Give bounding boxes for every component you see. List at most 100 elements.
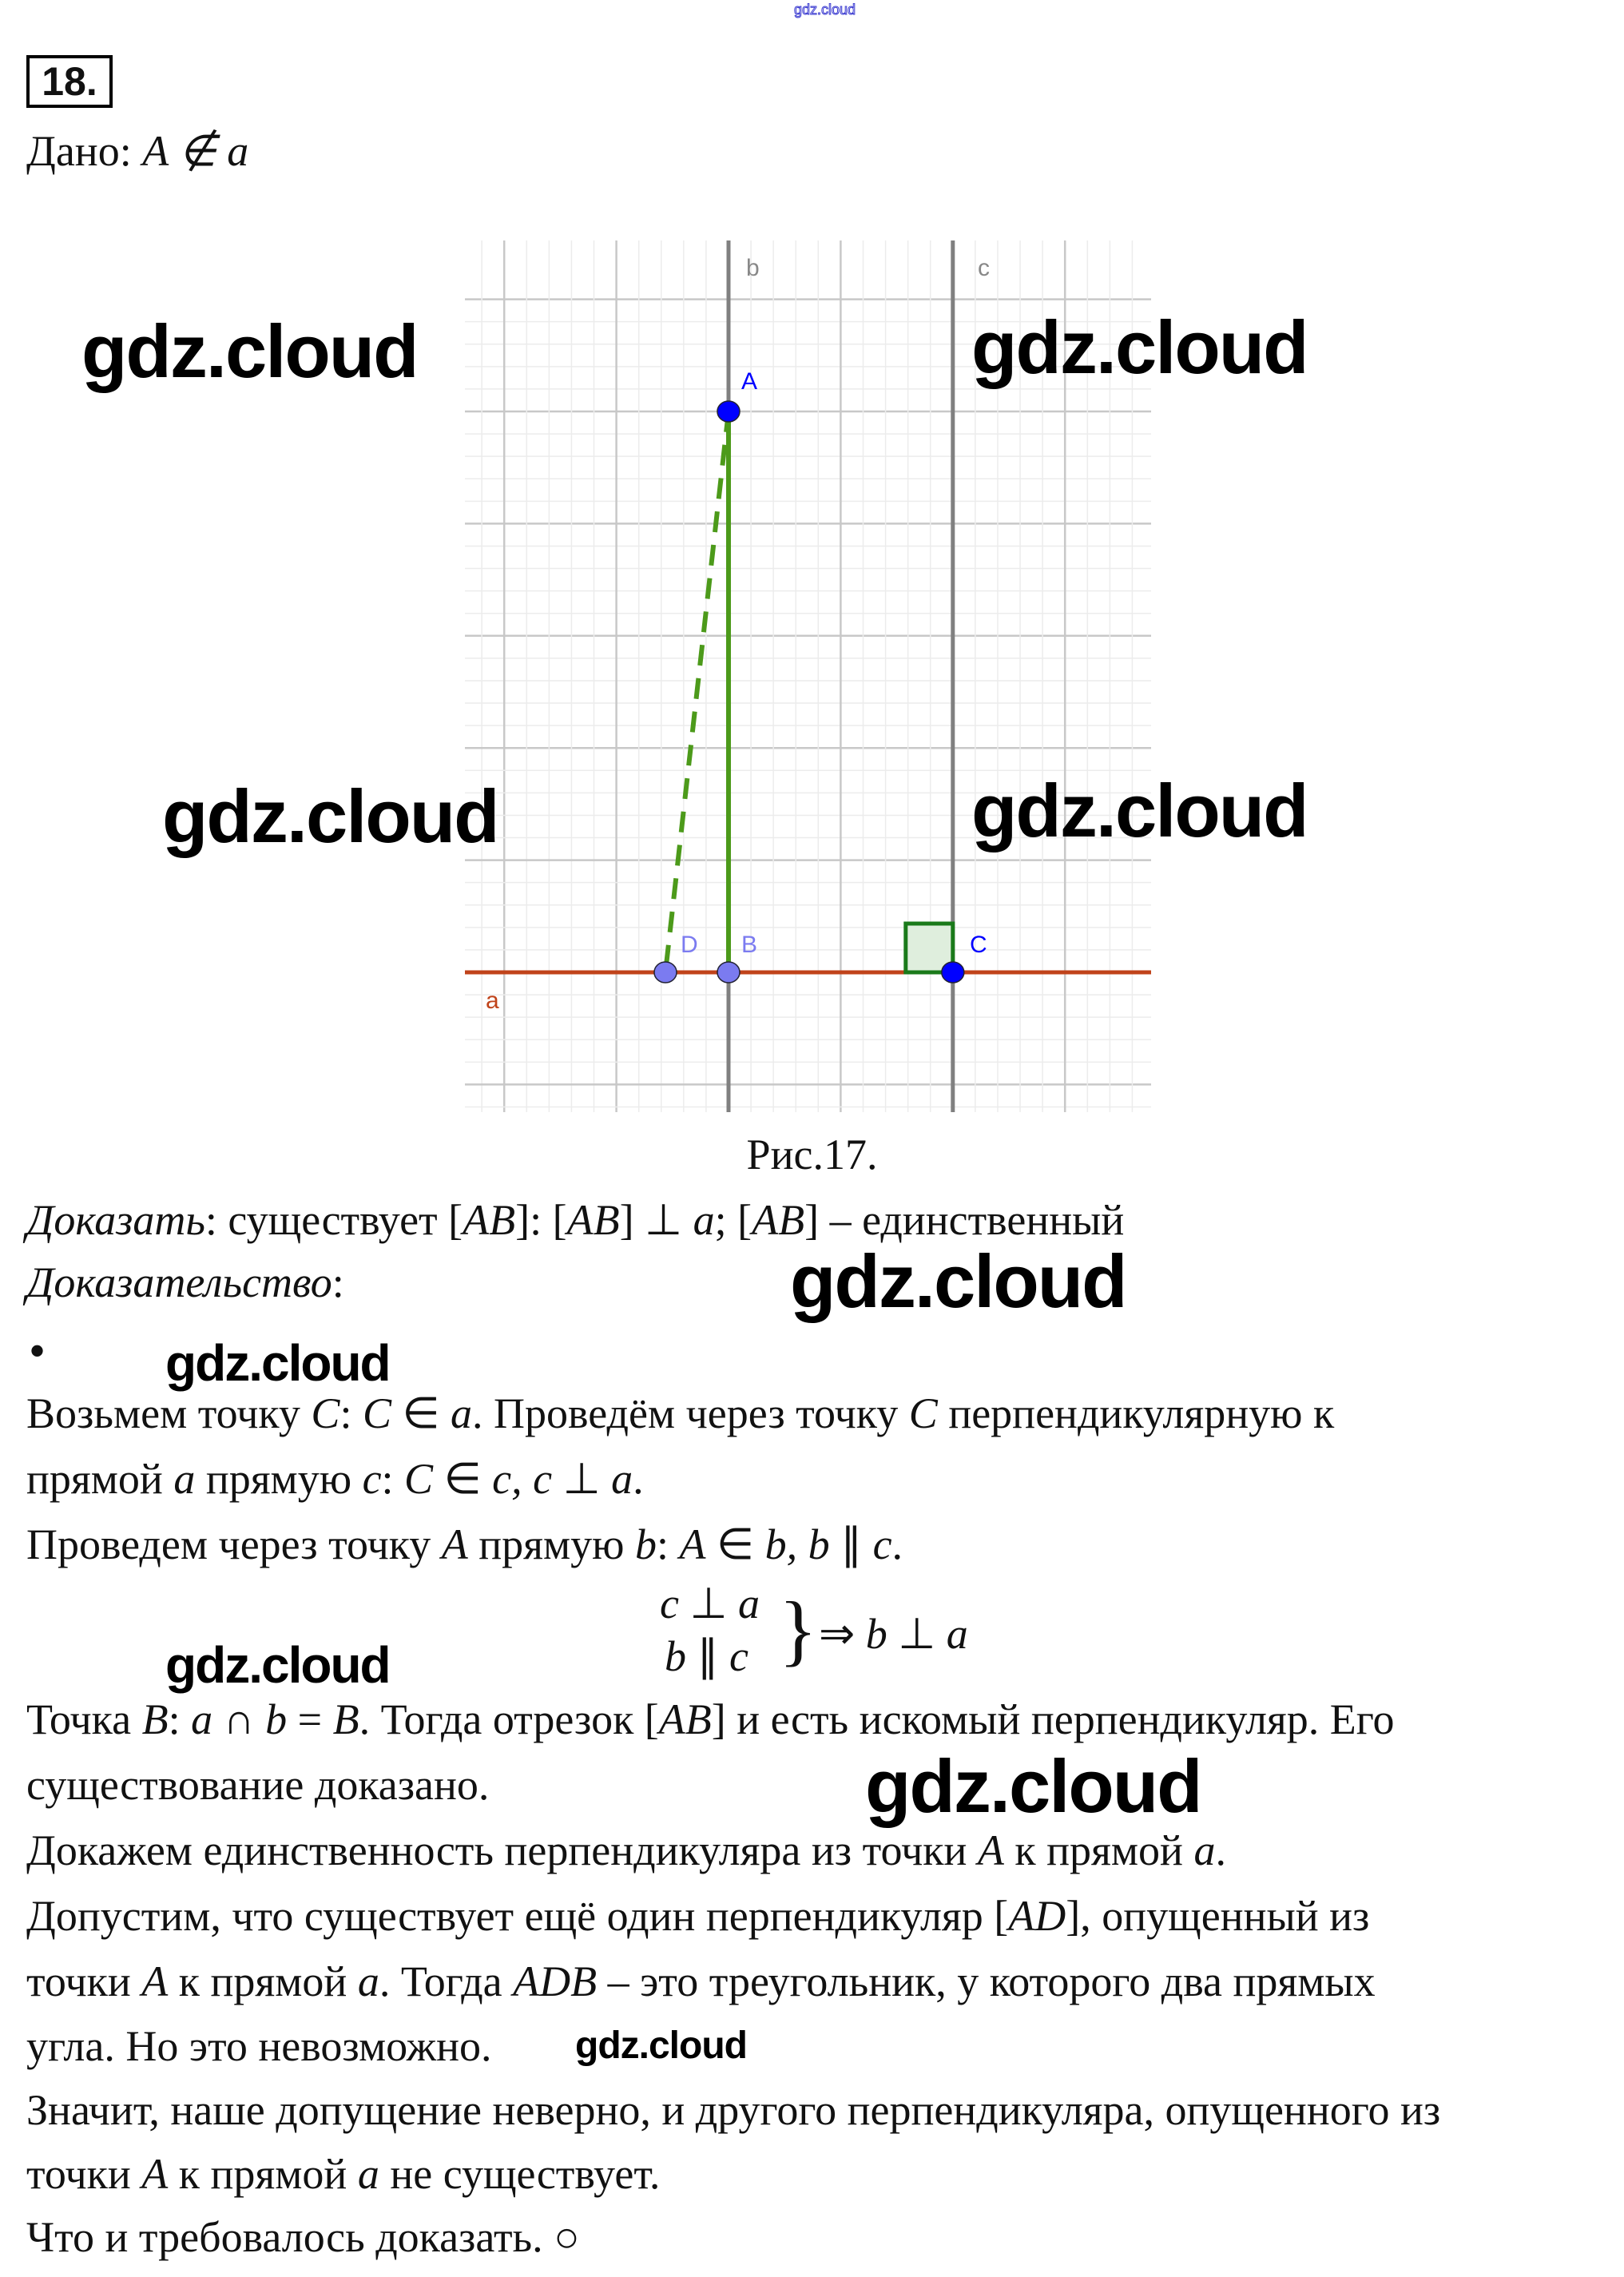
proof-line: Точка B: a ∩ b = B. Тогда отрезок [AB] и… <box>26 1698 1395 1741</box>
math-text: AB <box>752 1196 805 1244</box>
math-text: a <box>1193 1826 1216 1874</box>
text-segment: прямую <box>467 1520 635 1568</box>
segment-AD-dashed <box>663 411 731 973</box>
math-text: a <box>738 1580 760 1627</box>
text-segment: ⇒ <box>819 1610 866 1658</box>
math-text: A ∉ a <box>142 127 249 175</box>
text-segment: ; [ <box>714 1196 752 1244</box>
text-segment: Что и требовалось доказать. ○ <box>26 2213 580 2261</box>
text-segment: точки <box>26 1957 142 2005</box>
text-segment: = <box>287 1695 333 1743</box>
text-segment: перпендикулярную к <box>937 1389 1335 1437</box>
proof-line: Возьмем точку C: C ∈ a. Проведём через т… <box>26 1392 1334 1435</box>
figure-caption: Рис.17. <box>746 1131 878 1178</box>
math-text: AB <box>566 1196 620 1244</box>
math-text: A <box>141 1957 169 2005</box>
math-text: c <box>362 1455 382 1503</box>
math-text: b <box>265 1695 288 1743</box>
text-segment: ] ⊥ <box>619 1196 693 1244</box>
label-c: c <box>978 255 990 281</box>
text-segment: : <box>168 1695 192 1743</box>
math-text: C <box>362 1389 391 1437</box>
text-segment: Точка <box>26 1695 142 1743</box>
proof-line: точки A к прямой a. Тогда ADB – это треу… <box>26 1960 1376 2003</box>
watermark: gdz.cloud <box>165 1334 391 1392</box>
math-text: Доказать <box>26 1196 205 1244</box>
label-b: b <box>746 255 760 281</box>
text-segment: : <box>657 1520 680 1568</box>
math-text: Доказательство <box>26 1258 332 1306</box>
text-segment: ⊥ <box>678 1580 739 1627</box>
point-D <box>653 961 677 984</box>
watermark: gdz.cloud <box>162 774 500 858</box>
math-text: a <box>693 1196 715 1244</box>
text-segment: Проведем через точку <box>26 1520 442 1568</box>
text-segment: прямой <box>26 1455 174 1503</box>
math-text: A <box>977 1826 1004 1874</box>
math-text: a <box>611 1455 633 1503</box>
text-segment: . Тогда <box>379 1957 514 2005</box>
proof-line: точки A к прямой a не существует. <box>26 2152 660 2196</box>
text-segment: ∩ <box>212 1695 266 1743</box>
math-text: c, c <box>492 1455 553 1503</box>
text-segment: Докажем единственность перпендикуляра из… <box>26 1826 978 1874</box>
text-segment: : <box>339 1389 363 1437</box>
math-text: b <box>865 1610 887 1658</box>
math-text: AB <box>658 1695 712 1743</box>
proof-line: Проведем через точку A прямую b: A ∈ b, … <box>26 1523 903 1566</box>
watermark: gdz.cloud <box>790 1239 1128 1323</box>
given-line: Дано: A ∉ a <box>26 129 248 173</box>
text-segment: ⊥ <box>552 1455 612 1503</box>
text-segment: ∈ <box>705 1520 765 1568</box>
system-row-2: b ∥ c <box>665 1635 748 1678</box>
text-segment: : существует [ <box>204 1196 463 1244</box>
math-text: a <box>451 1389 473 1437</box>
text-segment: к прямой <box>168 1957 358 2005</box>
text-segment: Возьмем точку <box>26 1389 312 1437</box>
math-text: b <box>665 1632 686 1680</box>
problem-number: 18. <box>26 55 113 108</box>
text-segment: точки <box>26 2150 142 2198</box>
watermark: gdz.cloud <box>165 1636 391 1694</box>
proof-line: Допустим, что существует ещё один перпен… <box>26 1894 1369 1937</box>
text-segment: . <box>633 1455 644 1503</box>
watermark: gdz.cloud <box>971 769 1309 852</box>
to-prove-line: Доказать: существует [AB]: [AB] ⊥ a; [AB… <box>26 1198 1124 1242</box>
math-text: a <box>191 1695 213 1743</box>
math-text: a <box>357 1957 379 2005</box>
text-segment: ⊥ <box>887 1610 947 1658</box>
math-text: c <box>729 1632 748 1680</box>
text-segment: к прямой <box>1003 1826 1194 1874</box>
label-C: C <box>970 932 987 958</box>
text-segment: существование доказано. <box>26 1761 490 1809</box>
text-segment: ∈ <box>433 1455 493 1503</box>
math-text: c <box>872 1520 892 1568</box>
point-C <box>941 961 965 984</box>
math-text: C <box>404 1455 434 1503</box>
text-segment: ∥ <box>686 1632 729 1680</box>
math-text: a <box>357 2150 379 2198</box>
proof-label: Доказательство: <box>26 1261 344 1304</box>
system-result: ⇒ b ⊥ a <box>819 1612 968 1655</box>
system-row-1: c ⊥ a <box>660 1582 760 1625</box>
math-text: b <box>635 1520 657 1568</box>
text-segment: прямую <box>195 1455 363 1503</box>
text-segment: . Проведём через точку <box>472 1389 909 1437</box>
text-segment: ∥ <box>829 1520 873 1568</box>
text-segment: ], опущенный из <box>1066 1892 1370 1940</box>
text-segment: . <box>1215 1826 1226 1874</box>
math-text: C <box>908 1389 938 1437</box>
proof-line: прямой a прямую c: C ∈ c, c ⊥ a. <box>26 1457 644 1500</box>
text-segment: ] и есть искомый перпендикуляр. Его <box>711 1695 1395 1743</box>
math-text: B <box>332 1695 359 1743</box>
text-segment: к прямой <box>168 2150 358 2198</box>
watermark: gdz.cloud <box>575 2025 748 2067</box>
label-A: A <box>741 368 757 395</box>
math-text: A <box>679 1520 706 1568</box>
point-B <box>717 961 741 984</box>
watermark: gdz.cloud <box>81 309 419 393</box>
text-segment: ∈ <box>391 1389 451 1437</box>
text-segment: . <box>891 1520 903 1568</box>
proof-line: Докажем единственность перпендикуляра из… <box>26 1829 1226 1872</box>
proof-line: угла. Но это невозможно. <box>26 2025 491 2068</box>
